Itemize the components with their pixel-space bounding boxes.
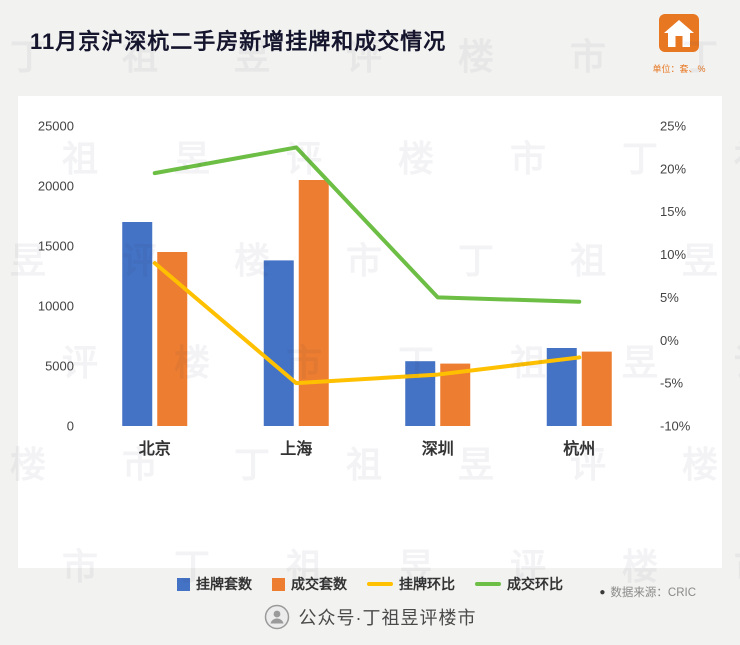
legend-swatch-line xyxy=(367,582,393,586)
left-axis-tick: 25000 xyxy=(38,119,74,134)
legend-item: 成交套数 xyxy=(272,574,347,594)
left-axis-tick: 5000 xyxy=(45,359,74,374)
wechat-account-icon xyxy=(264,604,289,630)
left-axis-tick: 15000 xyxy=(38,239,74,254)
bar-deals-beijing xyxy=(157,252,188,426)
unit-label: 单位：套、% xyxy=(652,64,706,74)
right-axis-tick: 5% xyxy=(660,290,679,305)
left-axis-tick: 0 xyxy=(67,419,74,434)
right-axis-tick: 10% xyxy=(660,247,686,262)
legend-label: 成交环比 xyxy=(507,576,563,592)
right-axis-tick: -5% xyxy=(660,376,684,391)
house-icon xyxy=(659,14,699,52)
left-axis-tick: 10000 xyxy=(38,299,74,314)
left-axis-tick: 20000 xyxy=(38,179,74,194)
footer-text: 公众号·丁祖昱评楼市 xyxy=(298,608,477,628)
right-axis-tick: -10% xyxy=(660,419,691,434)
right-axis-tick: 25% xyxy=(660,119,686,134)
bar-listings-beijing xyxy=(122,222,153,426)
right-axis-tick: 0% xyxy=(660,333,679,348)
chart-legend: 挂牌套数 成交套数 挂牌环比 成交环比 xyxy=(0,574,740,594)
bar-deals-shanghai xyxy=(298,180,329,426)
legend-swatch-line xyxy=(475,582,501,586)
combo-chart-svg: 25000 20000 15000 10000 5000 0 25% 20% 15% 10% 5% 0… xyxy=(38,119,691,459)
bar-listings-shenzhen xyxy=(405,361,436,426)
footer: 公众号·丁祖昱评楼市 xyxy=(0,604,740,630)
category-label-shenzhen: 深圳 xyxy=(422,439,454,458)
category-label-shanghai: 上海 xyxy=(280,439,312,458)
legend-label: 挂牌环比 xyxy=(399,576,455,592)
legend-item: 挂牌环比 xyxy=(367,574,455,594)
legend-item: 成交环比 xyxy=(475,574,563,594)
line-deals-mom xyxy=(152,145,582,304)
source-text: 数据来源：CRIC xyxy=(610,587,696,599)
bar-listings-shanghai xyxy=(263,260,294,426)
legend-swatch-square xyxy=(177,577,190,591)
brand-block: 单位：套、% xyxy=(644,12,714,75)
legend-label: 挂牌套数 xyxy=(196,576,252,592)
right-axis-tick: 20% xyxy=(660,161,686,176)
legend-label: 成交套数 xyxy=(291,576,347,592)
page-title: 11月京沪深杭二手房新增挂牌和成交情况 xyxy=(30,29,447,54)
legend-item: 挂牌套数 xyxy=(177,574,252,594)
data-source: ● 数据来源：CRIC xyxy=(599,584,696,600)
category-label-hangzhou: 杭州 xyxy=(563,439,595,458)
legend-swatch-square xyxy=(272,577,285,591)
line-listings-mom xyxy=(152,261,582,386)
chart: 25000 20000 15000 10000 5000 0 25% 20% 15% 10% 5% 0… xyxy=(20,110,720,485)
category-label-beijing: 北京 xyxy=(139,439,171,458)
bar-deals-hangzhou xyxy=(581,351,612,426)
source-bullet-icon: ● xyxy=(599,586,606,598)
right-axis-tick: 15% xyxy=(660,204,686,219)
